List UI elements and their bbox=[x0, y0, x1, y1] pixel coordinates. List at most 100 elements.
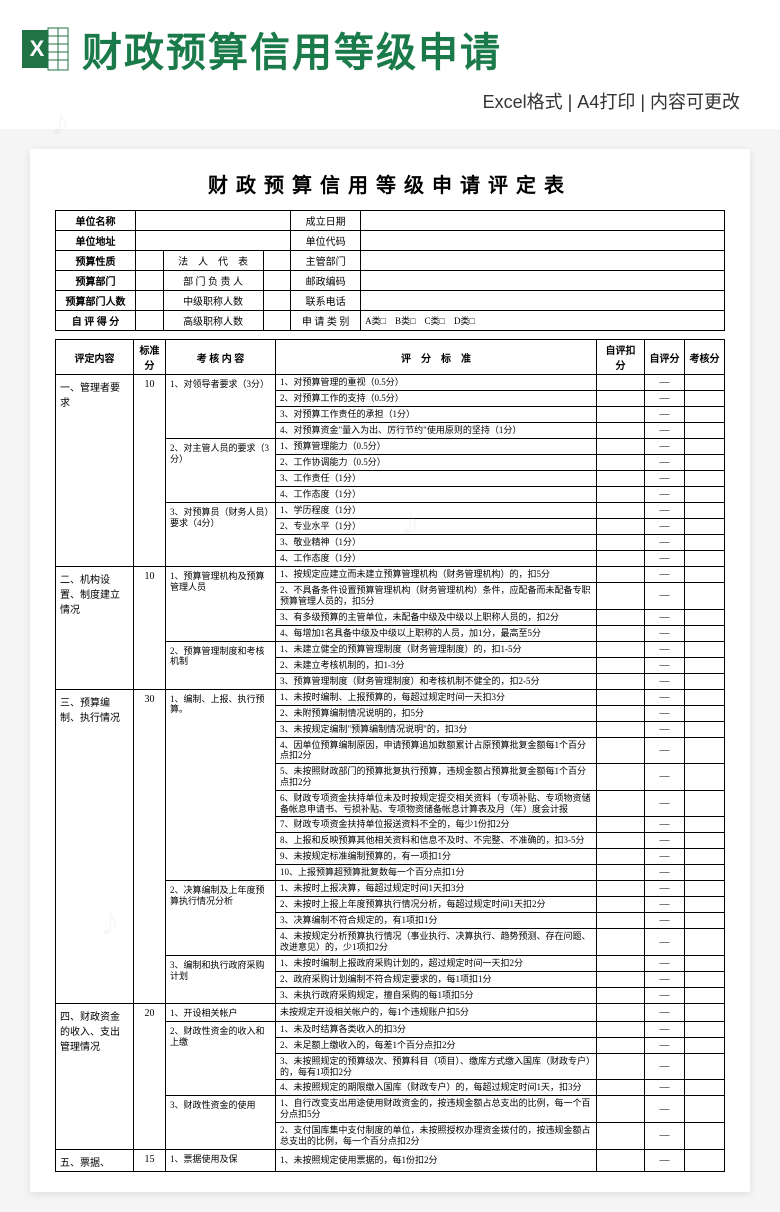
check-cell bbox=[685, 583, 725, 610]
check-cell bbox=[685, 897, 725, 913]
self-cell: — bbox=[645, 657, 685, 673]
standard-cell: 4、未按规定分析预算执行情况（事业执行、决算执行、趋势预测、存在问题、改进意见）… bbox=[276, 929, 597, 956]
template-banner: X 财政预算信用等级申请 Excel格式 | A4打印 | 内容可更改 bbox=[0, 0, 780, 129]
deduct-cell bbox=[597, 764, 645, 791]
deduct-cell bbox=[597, 423, 645, 439]
self-cell: — bbox=[645, 737, 685, 764]
standard-cell: 3、敬业精神（1分） bbox=[276, 535, 597, 551]
info-label: 自 评 得 分 bbox=[56, 311, 136, 331]
check-cell bbox=[685, 1053, 725, 1080]
info-value bbox=[263, 311, 291, 331]
deduct-cell bbox=[597, 375, 645, 391]
check-cell bbox=[685, 955, 725, 971]
deduct-cell bbox=[597, 641, 645, 657]
deduct-cell bbox=[597, 1053, 645, 1080]
criteria-cell: 1、对领导者要求（3分） bbox=[166, 375, 276, 439]
standard-cell: 8、上报和反映预算其他相关资料和信息不及时、不完整、不准确的，扣3-5分 bbox=[276, 833, 597, 849]
deduct-cell bbox=[597, 865, 645, 881]
standard-cell: 1、未按时编制、上报预算的，每超过规定时间一天扣3分 bbox=[276, 689, 597, 705]
standard-cell: 4、工作态度（1分） bbox=[276, 487, 597, 503]
self-cell: — bbox=[645, 817, 685, 833]
info-label: 预算部门人数 bbox=[56, 291, 136, 311]
score-cell: 10 bbox=[134, 567, 166, 690]
check-cell bbox=[685, 689, 725, 705]
standard-cell: 6、财政专项资金扶持单位未及时按规定提交相关资料（专项补贴、专项物资储备帐息申请… bbox=[276, 790, 597, 817]
header-score: 标准分 bbox=[134, 340, 166, 375]
self-cell: — bbox=[645, 609, 685, 625]
standard-cell: 3、对预算工作责任的承担（1分） bbox=[276, 407, 597, 423]
self-cell: — bbox=[645, 1021, 685, 1037]
check-cell bbox=[685, 833, 725, 849]
self-cell: — bbox=[645, 897, 685, 913]
standard-cell: 1、未建立健全的预算管理制度（财务管理制度）的，扣1-5分 bbox=[276, 641, 597, 657]
standard-cell: 7、财政专项资金扶持单位报送资料不全的，每少1份扣2分 bbox=[276, 817, 597, 833]
deduct-cell bbox=[597, 609, 645, 625]
info-value bbox=[361, 211, 725, 231]
check-cell bbox=[685, 1037, 725, 1053]
banner-title: 财政预算信用等级申请 bbox=[82, 20, 502, 78]
info-value bbox=[361, 231, 725, 251]
deduct-cell bbox=[597, 833, 645, 849]
deduct-cell bbox=[597, 1096, 645, 1123]
self-cell: — bbox=[645, 583, 685, 610]
self-cell: — bbox=[645, 673, 685, 689]
score-cell: 30 bbox=[134, 689, 166, 1003]
deduct-cell bbox=[597, 1003, 645, 1021]
self-cell: — bbox=[645, 689, 685, 705]
criteria-cell: 3、财政性资金的使用 bbox=[166, 1096, 276, 1149]
standard-cell: 4、每增加1名具备中级及中级以上职称的人员，加1分，最高至5分 bbox=[276, 625, 597, 641]
deduct-cell bbox=[597, 897, 645, 913]
standard-cell: 1、按规定应建立而未建立预算管理机构（财务管理机构）的，扣5分 bbox=[276, 567, 597, 583]
check-cell bbox=[685, 1122, 725, 1149]
check-cell bbox=[685, 455, 725, 471]
check-cell bbox=[685, 375, 725, 391]
standard-cell: 2、不具备条件设置预算管理机构（财务管理机构）条件，应配备而未配备专职预算管理人… bbox=[276, 583, 597, 610]
self-cell: — bbox=[645, 849, 685, 865]
info-value bbox=[136, 251, 164, 271]
standard-cell: 3、工作责任（1分） bbox=[276, 471, 597, 487]
category-cell: 五、票据、 bbox=[56, 1149, 134, 1171]
self-cell: — bbox=[645, 391, 685, 407]
deduct-cell bbox=[597, 1080, 645, 1096]
check-cell bbox=[685, 657, 725, 673]
self-cell: — bbox=[645, 519, 685, 535]
info-label: 单位地址 bbox=[56, 231, 136, 251]
deduct-cell bbox=[597, 673, 645, 689]
info-label: 部 门 负 责 人 bbox=[163, 271, 263, 291]
category-cell: 二、机构设置、制度建立情况 bbox=[56, 567, 134, 690]
info-label: 联系电话 bbox=[291, 291, 361, 311]
deduct-cell bbox=[597, 790, 645, 817]
standard-cell: 2、专业水平（1分） bbox=[276, 519, 597, 535]
standard-cell: 9、未按规定标准编制预算的，有一项扣1分 bbox=[276, 849, 597, 865]
deduct-cell bbox=[597, 929, 645, 956]
criteria-cell: 1、票据使用及保 bbox=[166, 1149, 276, 1171]
info-value bbox=[263, 271, 291, 291]
deduct-cell bbox=[597, 1122, 645, 1149]
check-cell bbox=[685, 609, 725, 625]
criteria-cell: 2、财政性资金的收入和上缴 bbox=[166, 1021, 276, 1096]
criteria-cell: 2、预算管理制度和考核机制 bbox=[166, 641, 276, 689]
header-standard: 评 分 标 准 bbox=[276, 340, 597, 375]
standard-cell: 1、预算管理能力（0.5分） bbox=[276, 439, 597, 455]
criteria-cell: 1、预算管理机构及预算管理人员 bbox=[166, 567, 276, 642]
standard-cell: 4、工作态度（1分） bbox=[276, 551, 597, 567]
deduct-cell bbox=[597, 391, 645, 407]
info-label: 单位代码 bbox=[291, 231, 361, 251]
self-cell: — bbox=[645, 1149, 685, 1171]
deduct-cell bbox=[597, 913, 645, 929]
deduct-cell bbox=[597, 657, 645, 673]
self-cell: — bbox=[645, 439, 685, 455]
check-cell bbox=[685, 790, 725, 817]
info-value bbox=[136, 271, 164, 291]
self-cell: — bbox=[645, 865, 685, 881]
standard-cell: 1、未按时上报决算，每超过规定时间1天扣3分 bbox=[276, 881, 597, 897]
check-cell bbox=[685, 913, 725, 929]
standard-cell: 4、因单位预算编制原因，申请预算追加数额累计占原预算批复金额每1个百分点扣2分 bbox=[276, 737, 597, 764]
deduct-cell bbox=[597, 471, 645, 487]
self-cell: — bbox=[645, 1096, 685, 1123]
standard-cell: 2、工作协调能力（0.5分） bbox=[276, 455, 597, 471]
self-cell: — bbox=[645, 625, 685, 641]
header-criteria: 考 核 内 容 bbox=[166, 340, 276, 375]
check-cell bbox=[685, 503, 725, 519]
standard-cell: 2、未足额上缴收入的，每差1个百分点扣2分 bbox=[276, 1037, 597, 1053]
